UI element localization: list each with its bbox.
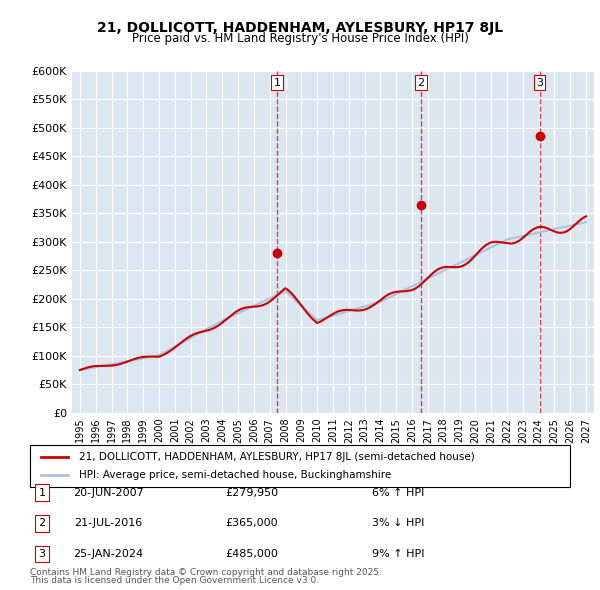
- Text: £485,000: £485,000: [226, 549, 278, 559]
- Text: 21, DOLLICOTT, HADDENHAM, AYLESBURY, HP17 8JL (semi-detached house): 21, DOLLICOTT, HADDENHAM, AYLESBURY, HP1…: [79, 452, 475, 462]
- Text: 21-JUL-2016: 21-JUL-2016: [74, 519, 142, 528]
- Text: 1: 1: [274, 78, 281, 88]
- Text: Contains HM Land Registry data © Crown copyright and database right 2025.: Contains HM Land Registry data © Crown c…: [30, 568, 382, 577]
- Text: 3% ↓ HPI: 3% ↓ HPI: [372, 519, 424, 528]
- Text: 25-JAN-2024: 25-JAN-2024: [73, 549, 143, 559]
- Text: HPI: Average price, semi-detached house, Buckinghamshire: HPI: Average price, semi-detached house,…: [79, 470, 391, 480]
- Text: 3: 3: [38, 549, 46, 559]
- Text: £279,950: £279,950: [226, 488, 278, 497]
- Text: 1: 1: [38, 488, 46, 497]
- Text: 2: 2: [38, 519, 46, 528]
- Text: 6% ↑ HPI: 6% ↑ HPI: [372, 488, 424, 497]
- Text: 2: 2: [417, 78, 424, 88]
- Text: 9% ↑ HPI: 9% ↑ HPI: [372, 549, 425, 559]
- Text: 21, DOLLICOTT, HADDENHAM, AYLESBURY, HP17 8JL: 21, DOLLICOTT, HADDENHAM, AYLESBURY, HP1…: [97, 21, 503, 35]
- Text: This data is licensed under the Open Government Licence v3.0.: This data is licensed under the Open Gov…: [30, 576, 319, 585]
- Text: Price paid vs. HM Land Registry's House Price Index (HPI): Price paid vs. HM Land Registry's House …: [131, 32, 469, 45]
- Text: £365,000: £365,000: [226, 519, 278, 528]
- Text: 3: 3: [536, 78, 543, 88]
- Text: 20-JUN-2007: 20-JUN-2007: [73, 488, 143, 497]
